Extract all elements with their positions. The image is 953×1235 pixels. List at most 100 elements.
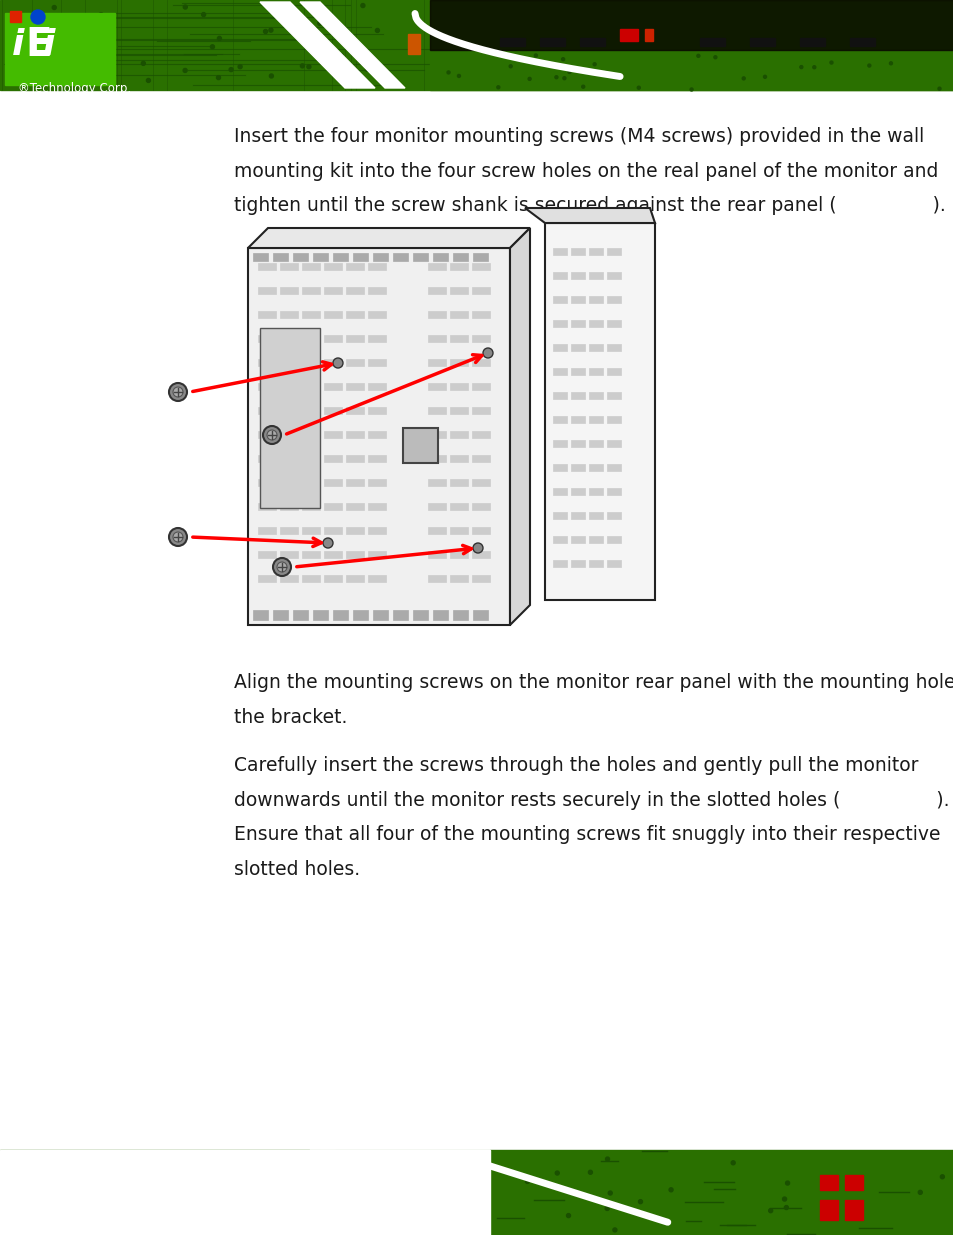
Bar — [553, 440, 566, 447]
Bar — [472, 263, 490, 270]
Circle shape — [169, 529, 187, 546]
Bar — [571, 391, 584, 399]
Text: E: E — [25, 26, 51, 64]
Bar — [450, 479, 468, 487]
Bar — [257, 359, 275, 366]
Bar — [302, 527, 319, 534]
Bar — [472, 359, 490, 366]
Bar — [472, 431, 490, 438]
Text: Ensure that all four of the mounting screws fit snuggly into their respective: Ensure that all four of the mounting scr… — [233, 825, 940, 845]
Bar — [302, 576, 319, 582]
Bar — [428, 408, 446, 414]
Bar — [450, 335, 468, 342]
Bar — [324, 503, 341, 510]
Polygon shape — [299, 2, 405, 88]
Circle shape — [323, 538, 333, 548]
Bar — [571, 320, 584, 327]
Bar — [257, 479, 275, 487]
Bar — [280, 408, 297, 414]
Bar — [353, 610, 368, 620]
Bar — [571, 513, 584, 519]
Bar — [472, 551, 490, 558]
Bar — [472, 335, 490, 342]
Bar — [588, 391, 602, 399]
Bar — [333, 610, 348, 620]
Bar — [302, 335, 319, 342]
Bar — [413, 253, 428, 261]
Bar — [606, 320, 620, 327]
Circle shape — [497, 85, 499, 89]
Bar — [302, 263, 319, 270]
Bar — [333, 253, 348, 261]
Circle shape — [561, 58, 564, 61]
Circle shape — [317, 21, 321, 25]
Bar — [606, 391, 620, 399]
Bar — [553, 464, 566, 471]
Circle shape — [783, 1205, 787, 1209]
Bar — [5, 14, 115, 85]
Circle shape — [457, 1218, 462, 1223]
Bar — [450, 527, 468, 534]
Circle shape — [937, 88, 940, 90]
Circle shape — [39, 26, 44, 30]
Bar — [472, 311, 490, 317]
Bar — [472, 479, 490, 487]
Circle shape — [99, 12, 103, 16]
Bar — [324, 263, 341, 270]
Bar — [280, 287, 297, 294]
Bar — [450, 287, 468, 294]
Bar — [428, 263, 446, 270]
Bar — [499, 37, 524, 46]
Bar — [293, 253, 308, 261]
Bar — [324, 408, 341, 414]
Bar — [0, 1150, 953, 1235]
Bar — [571, 416, 584, 424]
Bar — [472, 287, 490, 294]
Text: Align the mounting screws on the monitor rear panel with the mounting holes on: Align the mounting screws on the monitor… — [233, 673, 953, 692]
Bar — [606, 559, 620, 567]
Bar — [346, 527, 364, 534]
Bar — [571, 559, 584, 567]
Bar — [280, 383, 297, 390]
Bar — [280, 551, 297, 558]
Circle shape — [484, 1186, 489, 1191]
Circle shape — [534, 54, 537, 57]
Bar — [346, 479, 364, 487]
Circle shape — [267, 430, 276, 440]
Bar — [450, 263, 468, 270]
Circle shape — [608, 1191, 612, 1195]
Bar — [606, 248, 620, 254]
Bar — [428, 527, 446, 534]
Circle shape — [799, 65, 802, 69]
Bar — [368, 335, 386, 342]
Bar — [473, 253, 488, 261]
Text: i: i — [12, 28, 25, 62]
Polygon shape — [248, 248, 510, 625]
Bar — [553, 488, 566, 495]
Circle shape — [781, 1197, 785, 1200]
Bar — [450, 576, 468, 582]
Bar — [257, 454, 275, 462]
Bar — [302, 408, 319, 414]
Circle shape — [637, 86, 639, 89]
Bar — [302, 311, 319, 317]
Bar — [302, 431, 319, 438]
Circle shape — [269, 74, 274, 78]
Bar — [346, 454, 364, 462]
Bar — [553, 320, 566, 327]
Polygon shape — [260, 2, 375, 88]
Text: Carefully insert the screws through the holes and gently pull the monitor: Carefully insert the screws through the … — [233, 756, 918, 776]
Bar — [302, 454, 319, 462]
Polygon shape — [310, 1150, 490, 1235]
Circle shape — [360, 4, 364, 7]
Bar — [588, 464, 602, 471]
Bar — [472, 454, 490, 462]
Circle shape — [888, 62, 891, 64]
Circle shape — [172, 387, 183, 396]
Bar — [257, 311, 275, 317]
Bar — [571, 248, 584, 254]
Bar — [302, 383, 319, 390]
Bar — [553, 513, 566, 519]
Text: mounting kit into the four screw holes on the real panel of the monitor and: mounting kit into the four screw holes o… — [233, 162, 937, 180]
Circle shape — [829, 61, 832, 64]
